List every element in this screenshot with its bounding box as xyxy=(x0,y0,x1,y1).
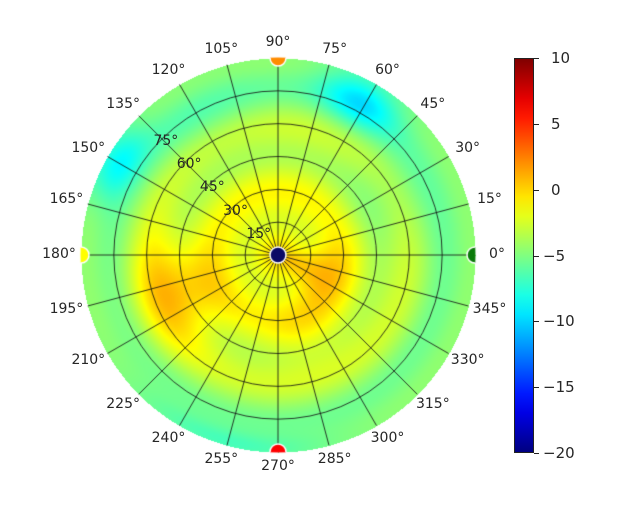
theta-tick-label: 135° xyxy=(106,96,141,113)
colorbar-tick-label: −20 xyxy=(543,444,575,462)
colorbar-tick-mark xyxy=(534,123,539,125)
colorbar-tick-label: −10 xyxy=(543,312,575,331)
theta-tick-label: 150° xyxy=(71,140,106,156)
theta-tick-label: 285° xyxy=(317,450,352,467)
theta-tick-label: 300° xyxy=(370,429,405,446)
theta-tick-label: 90° xyxy=(265,34,291,50)
colorbar-tick-mark xyxy=(534,58,539,59)
theta-tick-label: 60° xyxy=(375,62,400,79)
r-tick-label: 30° xyxy=(223,202,248,219)
r-tick-label: 15° xyxy=(246,225,272,242)
theta-tick-label: 225° xyxy=(106,395,141,412)
theta-tick-label: 165° xyxy=(49,191,84,208)
theta-tick-label: 255° xyxy=(204,450,239,467)
theta-tick-label: 345° xyxy=(472,300,507,317)
r-tick-label: 60° xyxy=(176,156,202,173)
colorbar-tick-label: 5 xyxy=(551,114,561,133)
colorbar-tick-mark xyxy=(534,453,539,454)
theta-tick-label: 180° xyxy=(42,246,76,262)
colorbar-tick-label: −15 xyxy=(543,378,575,397)
colorbar-tick-label: 0 xyxy=(551,180,561,199)
theta-tick-label: 45° xyxy=(420,96,446,113)
theta-tick-label: 315° xyxy=(415,395,450,412)
theta-tick-label: 105° xyxy=(204,41,239,58)
theta-tick-label: 15° xyxy=(477,191,502,208)
theta-tick-label: 30° xyxy=(455,140,481,156)
theta-tick-label: 330° xyxy=(450,352,485,368)
theta-tick-label: 0° xyxy=(489,246,505,262)
colorbar-tick-mark xyxy=(534,387,539,389)
theta-tick-label: 195° xyxy=(49,300,84,317)
colorbar xyxy=(514,58,534,453)
theta-tick-label: 270° xyxy=(261,458,295,474)
colorbar-tick-label: −5 xyxy=(543,246,566,265)
colorbar-tick-mark xyxy=(534,255,539,257)
colorbar-tick-mark xyxy=(534,189,539,191)
theta-tick-label: 120° xyxy=(151,62,186,79)
theta-tick-label: 240° xyxy=(151,429,186,446)
r-tick-label: 45° xyxy=(199,179,225,196)
r-tick-label: 75° xyxy=(153,132,179,149)
theta-tick-label: 210° xyxy=(71,352,106,368)
colorbar-tick-mark xyxy=(534,321,539,323)
colorbar-tick-label: 10 xyxy=(551,49,571,67)
theta-tick-label: 75° xyxy=(322,41,348,58)
